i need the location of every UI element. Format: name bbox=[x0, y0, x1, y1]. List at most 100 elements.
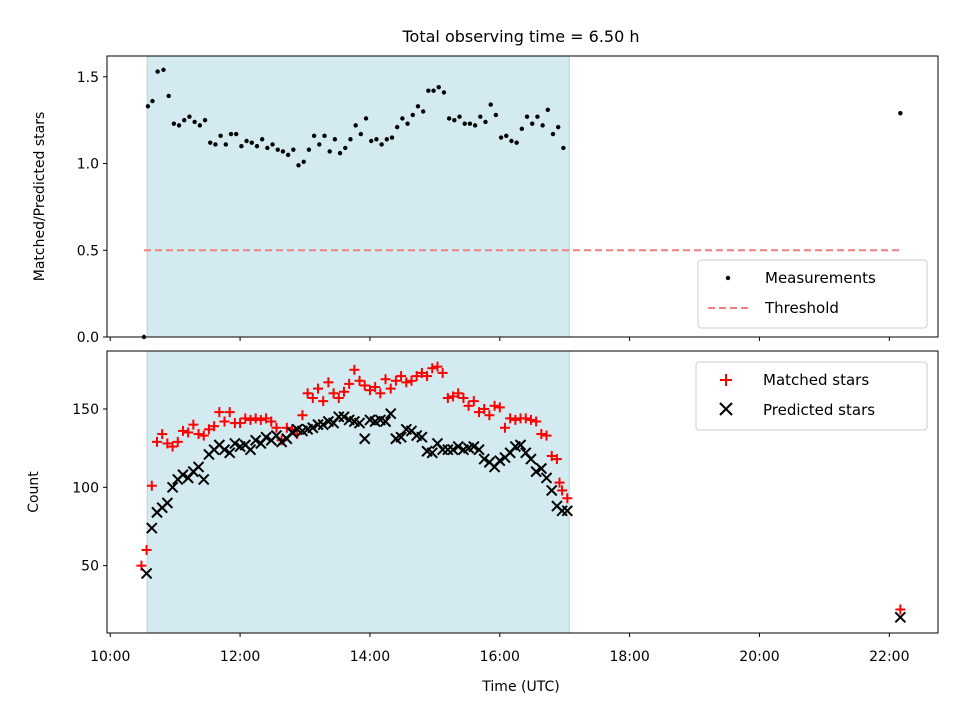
x-stroke bbox=[198, 473, 210, 486]
y-tick-label: 50 bbox=[81, 559, 99, 575]
measurement-point bbox=[275, 147, 280, 152]
matched-star-point bbox=[557, 485, 568, 496]
matched-star-point bbox=[338, 386, 349, 397]
matched-star-point bbox=[146, 480, 157, 491]
top-x-ticks bbox=[109, 337, 890, 341]
measurement-point bbox=[249, 140, 254, 145]
predicted-star-point bbox=[307, 422, 319, 434]
matched-star-point bbox=[546, 450, 557, 461]
predicted-star-point bbox=[894, 611, 907, 624]
measurement-point bbox=[535, 114, 540, 119]
matched-star-point bbox=[312, 383, 323, 394]
matched-star-point bbox=[510, 414, 521, 425]
measurement-point bbox=[358, 131, 364, 137]
predicted-star-point bbox=[249, 434, 262, 447]
matched-star-point bbox=[385, 383, 396, 394]
matched-star-point bbox=[562, 493, 573, 504]
measurement-point bbox=[322, 133, 327, 138]
top-y-ticks: 0.0 0.5 1.0 1.5 bbox=[77, 70, 107, 346]
measurement-point bbox=[265, 145, 270, 151]
measurement-point bbox=[363, 116, 369, 121]
bottom-y-axis-label: Count bbox=[26, 471, 42, 513]
matched-star-point bbox=[520, 413, 531, 424]
measurement-point bbox=[306, 147, 312, 152]
matched-star-point bbox=[525, 414, 536, 425]
x-stroke bbox=[146, 522, 158, 534]
matched-star-point bbox=[551, 454, 562, 465]
matched-star-point bbox=[479, 403, 490, 414]
x-stroke bbox=[177, 469, 189, 481]
measurement-point bbox=[420, 109, 426, 114]
y-tick-label: 0.5 bbox=[77, 243, 99, 259]
measurement-point bbox=[395, 124, 400, 130]
measurement-point bbox=[244, 138, 249, 144]
matched-star-point bbox=[167, 441, 178, 452]
bottom-axes-frame bbox=[106, 350, 939, 634]
matched-star-point bbox=[494, 402, 505, 413]
predicted-star-point bbox=[166, 481, 179, 494]
measurement-point bbox=[400, 116, 405, 121]
measurement-point bbox=[301, 159, 306, 165]
predicted-star-point bbox=[140, 567, 153, 580]
matched-star-point bbox=[499, 422, 510, 433]
x-stroke bbox=[140, 567, 153, 580]
x-stroke bbox=[286, 426, 298, 439]
x-tick-label: 10:00 bbox=[90, 649, 130, 665]
predicted-star-point bbox=[447, 443, 459, 456]
measurement-point bbox=[467, 121, 473, 126]
x-stroke bbox=[307, 422, 319, 434]
measurement-point bbox=[182, 117, 187, 123]
predicted-star-point bbox=[426, 447, 438, 459]
measurement-point bbox=[145, 104, 151, 109]
x-stroke bbox=[218, 443, 231, 456]
matched-star-point bbox=[240, 413, 251, 424]
measurement-point bbox=[161, 67, 166, 73]
matched-star-point bbox=[484, 410, 495, 421]
measurement-point bbox=[405, 121, 410, 126]
matched-star-point bbox=[401, 377, 412, 388]
x-stroke bbox=[192, 461, 205, 473]
x-stroke bbox=[374, 414, 387, 426]
matched-star-point bbox=[198, 430, 209, 441]
legend-matched-marker bbox=[720, 374, 732, 386]
predicted-star-point bbox=[478, 453, 490, 465]
x-tick-label: 22:00 bbox=[869, 649, 909, 665]
predicted-star-point bbox=[244, 443, 257, 456]
matched-star-point bbox=[458, 393, 469, 403]
y-tick-label: 150 bbox=[72, 402, 99, 418]
matched-star-point bbox=[375, 388, 386, 399]
predicted-star-point bbox=[546, 484, 558, 497]
x-stroke bbox=[249, 434, 262, 447]
measurement-point bbox=[379, 142, 384, 147]
measurement-point bbox=[441, 90, 447, 95]
x-stroke bbox=[452, 440, 464, 453]
matched-star-point bbox=[396, 371, 407, 382]
measurement-point bbox=[472, 123, 478, 128]
measurement-point bbox=[509, 138, 514, 144]
x-stroke bbox=[291, 423, 303, 436]
measurement-point bbox=[270, 142, 275, 147]
measurement-point bbox=[223, 142, 229, 147]
measurement-point bbox=[446, 116, 452, 121]
x-stroke bbox=[520, 447, 532, 459]
x-stroke bbox=[379, 415, 392, 428]
measurement-point bbox=[384, 137, 390, 142]
measurement-point bbox=[530, 121, 535, 126]
matched-star-point bbox=[541, 430, 552, 441]
measurement-point bbox=[150, 98, 155, 104]
matched-star-point bbox=[307, 393, 318, 403]
measurement-point bbox=[353, 123, 358, 128]
bottom-x-ticks: 10:00 12:00 14:00 16:00 18:00 20:00 22:00 bbox=[90, 633, 909, 665]
x-stroke bbox=[333, 411, 345, 423]
predicted-star-point bbox=[353, 417, 366, 429]
measurement-point bbox=[228, 131, 234, 137]
x-stroke bbox=[410, 429, 423, 442]
x-tick-label: 18:00 bbox=[609, 649, 649, 665]
matched-star-point bbox=[344, 378, 355, 389]
predicted-star-point bbox=[312, 418, 324, 431]
predicted-star-point bbox=[333, 411, 345, 423]
matched-star-point bbox=[271, 422, 282, 433]
measurement-point bbox=[202, 117, 208, 123]
x-stroke bbox=[348, 415, 361, 428]
matched-star-point bbox=[895, 604, 906, 615]
